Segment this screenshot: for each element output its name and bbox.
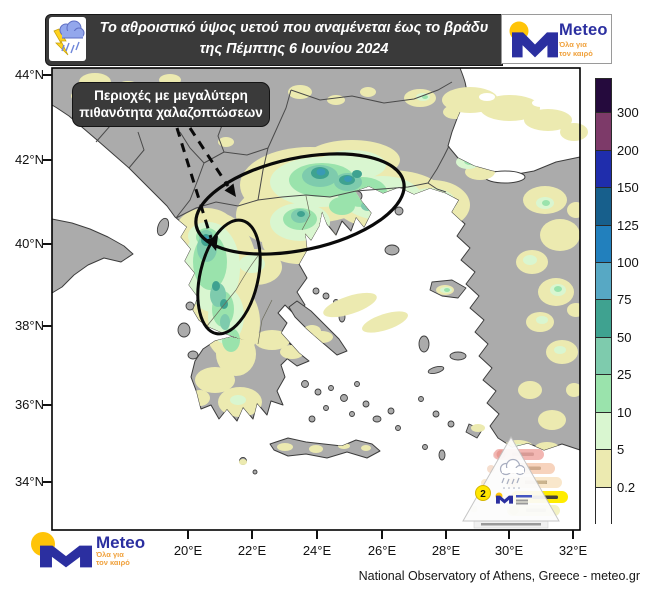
- svg-text:2: 2: [480, 489, 486, 500]
- title-line-1: Το αθροιστικό ύψος υετού που αναμένεται …: [99, 20, 489, 36]
- lon-tick: [445, 530, 447, 539]
- lon-label-26e: 26°E: [367, 543, 397, 558]
- colorbar-label-5: 5: [617, 442, 625, 457]
- annotation-line-1: Περιοχές με μεγαλύτερη: [94, 88, 248, 103]
- lat-label-38n: 38°N: [14, 318, 44, 333]
- lat-label-42n: 42°N: [14, 152, 44, 167]
- colorbar-label-125: 125: [617, 218, 639, 233]
- region-borders: [206, 195, 311, 345]
- lon-label-28e: 28°E: [431, 543, 461, 558]
- colorbar-label-100: 100: [617, 255, 639, 270]
- lon-label-22e: 22°E: [237, 543, 267, 558]
- highlight-ellipse-north: [194, 152, 406, 256]
- colorbar-segment: [596, 188, 611, 226]
- colorbar-label-0-2: 0.2: [617, 480, 636, 495]
- colorbar-segment: [596, 488, 611, 525]
- colorbar-segment: [596, 375, 611, 413]
- lat-label-44n: 44°N: [14, 67, 44, 82]
- colorbar-segment: [596, 413, 611, 450]
- lat-label-40n: 40°N: [14, 236, 44, 251]
- colorbar-segment: [596, 450, 611, 488]
- islands: [156, 190, 483, 475]
- colorbar-label-75: 75: [617, 292, 632, 307]
- lon-label-32e: 32°E: [558, 543, 588, 558]
- meteo-logo-footer: [31, 532, 92, 568]
- colorbar-segment: [596, 338, 611, 375]
- colorbar-segment: [596, 226, 611, 263]
- footer-brand-name: Meteo: [96, 533, 146, 552]
- colorbar-label-150: 150: [617, 180, 639, 195]
- brand-tagline: Όλα για τον καιρό: [559, 40, 593, 58]
- lat-label-36n: 36°N: [14, 397, 44, 412]
- lat-tick: [43, 74, 52, 76]
- header-banner: Το αθροιστικό ύψος υετού που αναμένεται …: [45, 14, 503, 66]
- colorbar-segment: [596, 263, 611, 300]
- warning-level-badge: 2: [475, 485, 491, 501]
- lon-tick: [381, 530, 383, 539]
- precipitation-over-sea: [239, 87, 588, 465]
- cloud-rain-icon: [499, 458, 526, 489]
- meteo-mini-logo: [495, 492, 532, 505]
- lon-tick: [187, 530, 189, 539]
- lat-tick: [43, 481, 52, 483]
- storm-cloud-lightning-icon: [49, 17, 86, 61]
- warning-pyramid: 2: [462, 435, 568, 529]
- lon-tick: [572, 530, 574, 539]
- hail-annotation-box: Περιοχές με μεγαλύτερη πιθανότητα χαλαζο…: [72, 82, 270, 127]
- lon-tick: [508, 530, 510, 539]
- colorbar-label-10: 10: [617, 405, 632, 420]
- colorbar-label-300: 300: [617, 105, 639, 120]
- annotation-line-2: πιθανότητα χαλαζοπτώσεων: [79, 104, 263, 120]
- colorbar-segment: [596, 113, 611, 151]
- precipitation-colorbar: [595, 78, 612, 525]
- annotation-arrows: [175, 127, 236, 251]
- colorbar-segment: [596, 300, 611, 338]
- colorbar-label-25: 25: [617, 367, 632, 382]
- title-line-2: της Πέμπτης 6 Ιουνίου 2024: [199, 41, 389, 57]
- attribution-text: National Observatory of Athens, Greece -…: [358, 569, 640, 583]
- colorbar-label-50: 50: [617, 330, 632, 345]
- lat-label-34n: 34°N: [14, 474, 44, 489]
- lat-tick: [43, 159, 52, 161]
- footer-brand-tagline: Όλα για τον καιρό: [96, 550, 130, 567]
- colorbar-segment: [596, 151, 611, 188]
- brand-name: Meteo: [559, 21, 608, 39]
- lat-tick: [43, 325, 52, 327]
- lon-tick: [251, 530, 253, 539]
- lon-tick: [316, 530, 318, 539]
- meteo-logo-header: Meteo Όλα για τον καιρό: [501, 14, 612, 64]
- lon-label-24e: 24°E: [302, 543, 332, 558]
- meteo-m-icon: [40, 545, 92, 568]
- lon-label-30e: 30°E: [494, 543, 524, 558]
- lat-tick: [43, 243, 52, 245]
- land-masses: [51, 67, 581, 475]
- lon-label-20e: 20°E: [173, 543, 203, 558]
- lat-tick: [43, 404, 52, 406]
- meteo-m-icon: [512, 32, 558, 58]
- colorbar-segment: [596, 79, 611, 113]
- map-title: Το αθροιστικό ύψος υετού που αναμένεται …: [90, 15, 498, 63]
- colorbar-label-200: 200: [617, 143, 639, 158]
- highlight-ellipse-west: [196, 218, 262, 336]
